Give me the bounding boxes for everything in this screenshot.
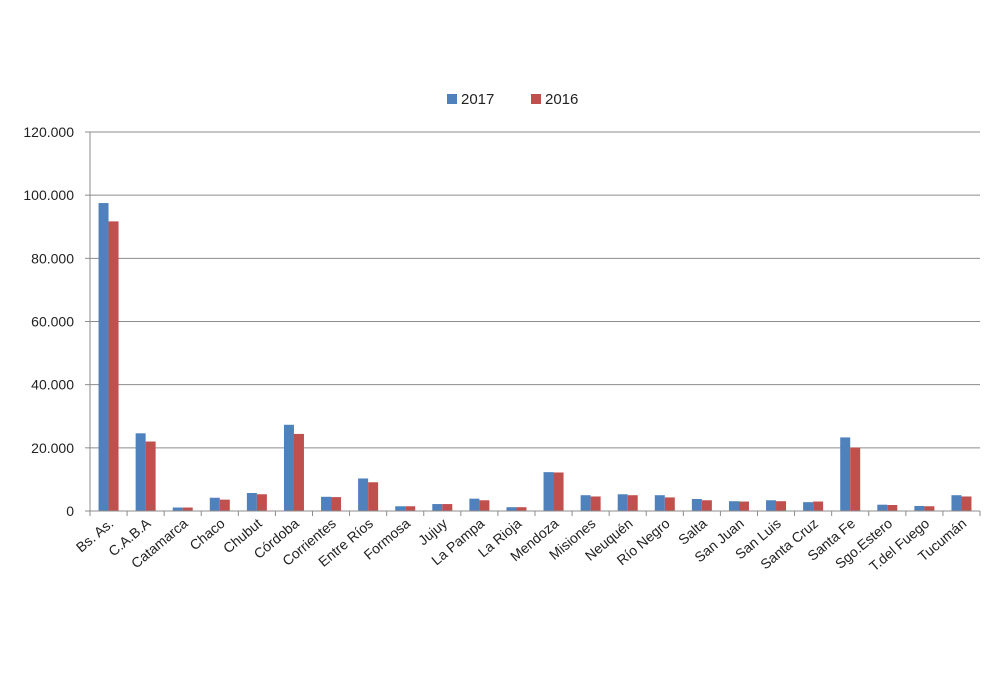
bar-2016-tucum-n [961, 496, 972, 511]
bar-2017-chubut [246, 492, 257, 511]
bar-2017-santa-cruz [803, 502, 814, 511]
bar-2016-san-juan [738, 501, 749, 511]
bar-2016-entre-r-os [368, 482, 379, 511]
bar-2017-c-rdoba [283, 424, 294, 511]
legend-swatch [447, 94, 457, 104]
y-tick-labels: 0 20.000 40.000 60.000 80.000 100.000 120.000 [23, 124, 74, 519]
bar-2017-sgo-estero [877, 504, 888, 511]
bar-2016-r-o-negro [664, 497, 675, 511]
bar-2016-neuqu-n [627, 495, 638, 511]
legend-label: 2017 [461, 91, 494, 108]
bar-2017-san-luis [766, 500, 777, 511]
bar-2016-catamarca [182, 507, 193, 511]
bar-2017-san-juan [728, 501, 739, 511]
bar-2017-corrientes [321, 496, 332, 511]
bar-2016-san-luis [776, 501, 787, 511]
bar-2017-entre-r-os [358, 478, 369, 511]
bar-2017-t-del-fuego [914, 505, 925, 511]
bar-2017-formosa [395, 506, 406, 511]
bar-2017-c-a-b-a [135, 433, 146, 511]
legend: 2017 2016 [447, 91, 578, 108]
bar-2017-mendoza [543, 472, 554, 511]
bar-2017-r-o-negro [654, 495, 665, 511]
bar-2016-corrientes [331, 497, 342, 511]
y-tick-label: 60.000 [31, 314, 74, 330]
bar-2016-santa-fe [850, 447, 861, 511]
bar-2017-salta [691, 498, 702, 511]
bar-2016-sgo-estero [887, 504, 898, 511]
bar-2016-la-pampa [479, 500, 490, 511]
y-tick-label: 120.000 [23, 124, 74, 140]
gridlines [85, 131, 980, 512]
bar-2016-chubut [256, 494, 267, 511]
bar-2016-la-rioja [516, 507, 527, 511]
bar-2016-c-rdoba [293, 433, 304, 511]
bar-2017-la-pampa [469, 498, 480, 511]
legend-label: 2016 [545, 91, 578, 108]
y-tick-label: 0 [66, 503, 74, 519]
bar-2017-catamarca [172, 507, 183, 511]
bar-2017-jujuy [432, 504, 443, 511]
bar-2016-misiones [590, 496, 601, 511]
bar-2016-c-a-b-a [145, 441, 156, 511]
bar-2017-santa-fe [840, 437, 851, 511]
axes [89, 132, 981, 516]
bar-2016-t-del-fuego [924, 506, 935, 511]
y-tick-label: 40.000 [31, 377, 74, 393]
bar-2016-salta [701, 500, 712, 511]
x-tick-labels: Bs. As.C.A.B.ACatamarcaChacoChubutCórdob… [73, 515, 970, 575]
bar-2016-formosa [405, 506, 416, 511]
bar-2016-santa-cruz [813, 501, 824, 511]
legend-swatch [531, 94, 541, 104]
bar-2016-chaco [219, 499, 230, 511]
y-tick-label: 100.000 [23, 187, 74, 203]
bar-2017-bs-as- [98, 203, 109, 511]
bar-2017-la-rioja [506, 507, 517, 511]
bar-2017-neuqu-n [617, 494, 628, 511]
bars [98, 203, 972, 511]
bar-2016-bs-as- [108, 221, 119, 511]
bar-2017-misiones [580, 495, 591, 511]
bar-2016-mendoza [553, 472, 564, 511]
bar-2016-jujuy [442, 504, 453, 511]
y-tick-label: 20.000 [31, 440, 74, 456]
bar-2017-chaco [209, 497, 220, 511]
y-tick-label: 80.000 [31, 250, 74, 266]
bar-2017-tucum-n [951, 495, 962, 511]
